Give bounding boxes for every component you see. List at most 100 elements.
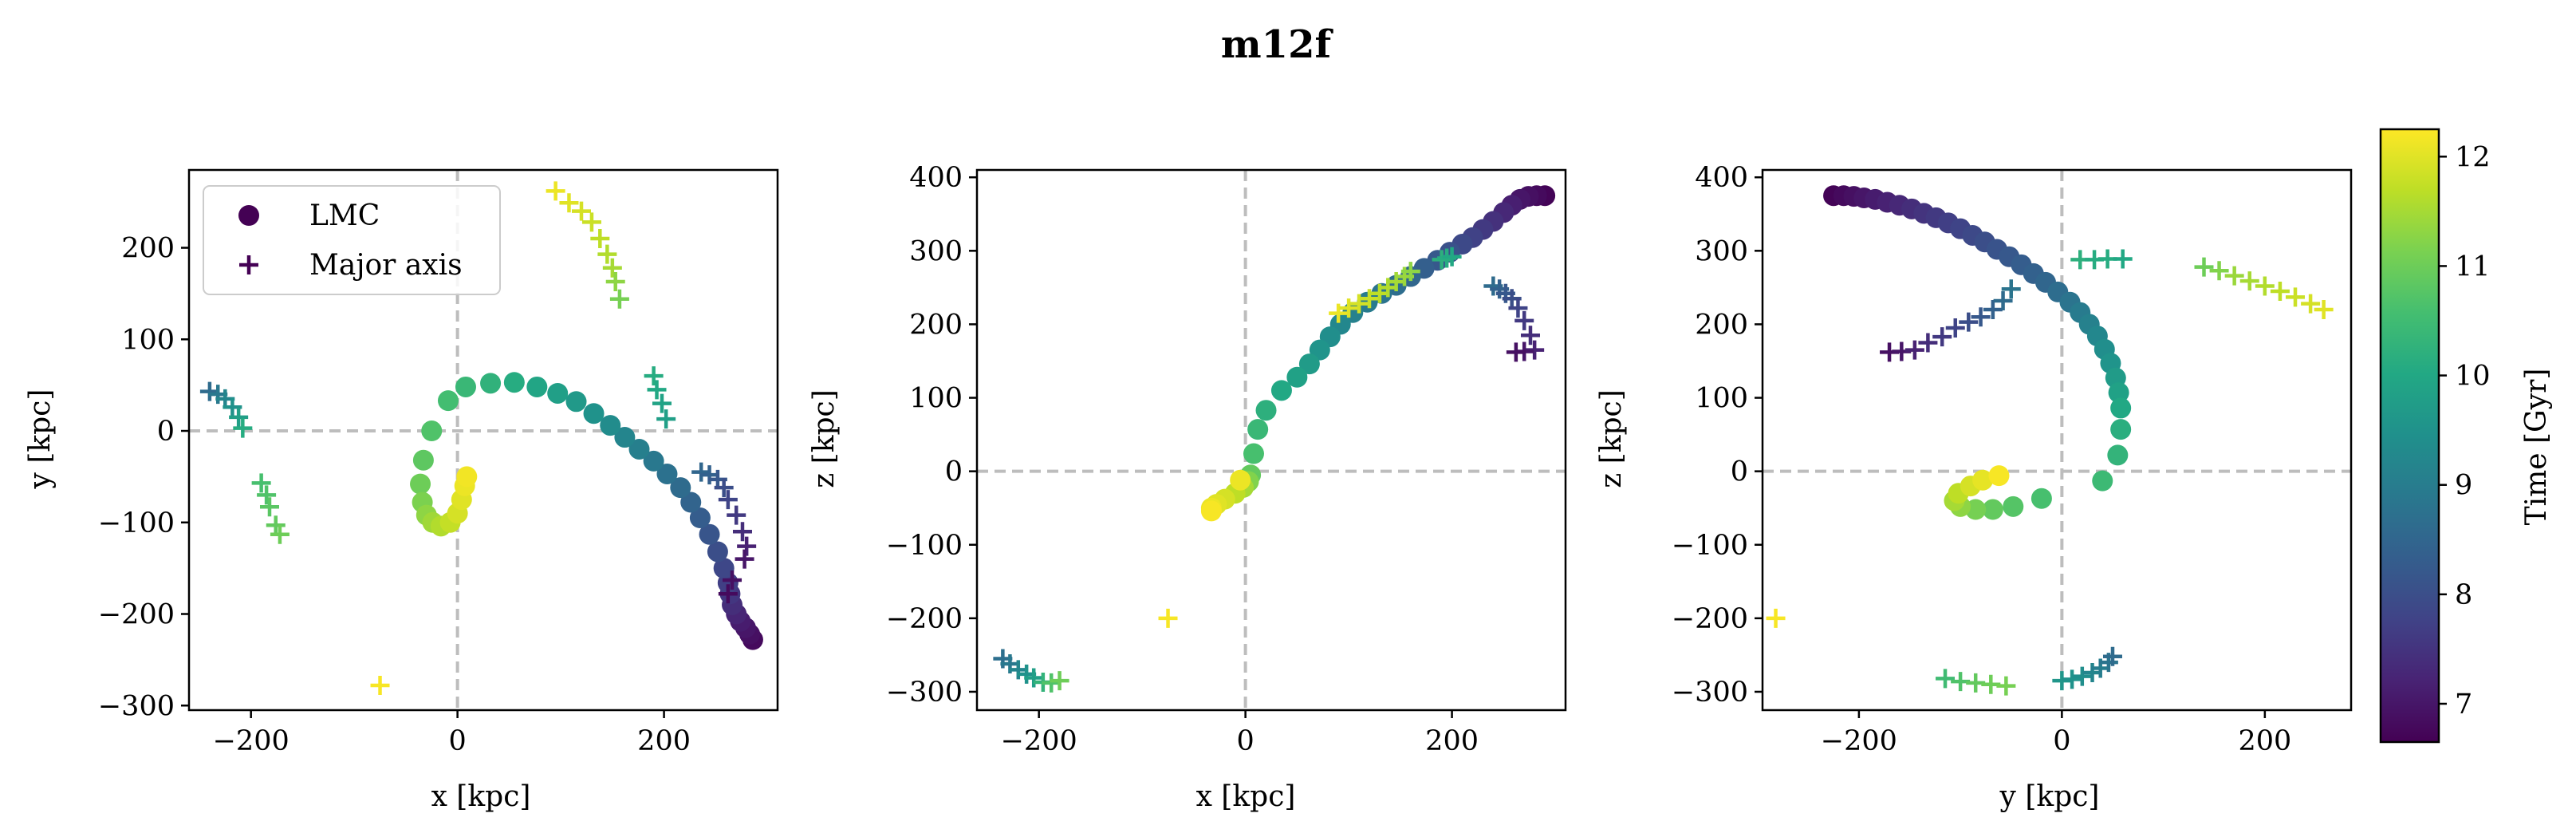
lmc-point bbox=[2110, 397, 2132, 419]
major-axis-point bbox=[1400, 262, 1420, 282]
colorbar-tick-label: 11 bbox=[2455, 251, 2491, 282]
major-axis-point bbox=[2113, 249, 2133, 269]
major-axis-point bbox=[723, 571, 742, 590]
major-axis-point bbox=[1971, 307, 1991, 327]
major-axis-point bbox=[1349, 294, 1369, 314]
major-axis-point bbox=[691, 462, 711, 482]
lmc-point bbox=[410, 473, 431, 495]
lmc-point bbox=[2003, 495, 2024, 517]
major-axis-point bbox=[1514, 310, 1534, 330]
major-axis-point bbox=[2102, 646, 2122, 666]
panel-3-xlabel: y [kpc] bbox=[1999, 780, 2100, 813]
panel-1: x [kpc] y [kpc] −200 0 200 −300 −200 −100 0 100… bbox=[24, 168, 779, 813]
x-tick-label: 200 bbox=[2238, 725, 2291, 757]
lmc-point bbox=[2107, 444, 2129, 466]
y-tick-label: −100 bbox=[886, 530, 963, 562]
major-axis-point bbox=[1508, 298, 1528, 318]
lmc-point bbox=[707, 541, 728, 563]
lmc-point bbox=[689, 507, 711, 529]
lmc-point bbox=[1270, 380, 1292, 401]
lmc-point bbox=[1988, 465, 2010, 487]
y-tick-label: 0 bbox=[945, 456, 963, 488]
colorbar: Time [Gyr] 7 8 9 10 11 12 bbox=[2379, 128, 2553, 744]
colorbar-tick-label: 12 bbox=[2455, 141, 2491, 173]
major-axis-point bbox=[251, 473, 271, 493]
y-tick-label: 300 bbox=[1695, 235, 1748, 267]
major-axis-point bbox=[1360, 289, 1379, 309]
major-axis-point bbox=[732, 522, 752, 542]
x-tick-label: −200 bbox=[1821, 725, 1897, 757]
major-axis-point bbox=[1008, 660, 1028, 680]
x-tick-label: −200 bbox=[213, 725, 290, 757]
legend-marker-major-axis bbox=[239, 255, 258, 274]
major-axis-point bbox=[270, 524, 290, 544]
major-axis-point bbox=[714, 478, 734, 498]
major-axis-point bbox=[572, 201, 591, 221]
y-tick-label: −300 bbox=[886, 677, 963, 709]
major-axis-point bbox=[1959, 312, 1979, 332]
major-axis-point bbox=[1983, 300, 2003, 320]
lmc-point bbox=[526, 376, 548, 397]
major-axis-point bbox=[652, 393, 672, 413]
lmc-point bbox=[643, 450, 664, 472]
lmc-point bbox=[614, 427, 636, 448]
major-axis-point bbox=[2239, 271, 2259, 291]
major-axis-point bbox=[2255, 276, 2275, 296]
lmc-point bbox=[713, 558, 735, 579]
panel-2-ylabel: z [kpc] bbox=[808, 389, 841, 488]
lmc-point bbox=[1286, 366, 1308, 388]
lmc-point bbox=[456, 466, 478, 488]
major-axis-point bbox=[2314, 300, 2334, 320]
major-axis-point bbox=[735, 549, 754, 569]
panel-3: y [kpc] z [kpc] −200 0 200 −300 −200 −100 0 100… bbox=[1595, 162, 2353, 813]
lmc-point bbox=[680, 492, 702, 513]
plot-frame bbox=[1761, 168, 2353, 712]
lmc-point bbox=[1247, 419, 1269, 440]
major-axis-point bbox=[609, 289, 629, 309]
major-axis-point bbox=[727, 505, 746, 525]
x-tick-label: 200 bbox=[637, 725, 691, 757]
lmc-point bbox=[1255, 400, 1277, 421]
lmc-point bbox=[1972, 469, 1994, 491]
major-axis-point bbox=[2062, 669, 2082, 689]
y-tick-label: 100 bbox=[909, 383, 963, 415]
y-tick-label: 200 bbox=[909, 309, 963, 341]
major-axis-point bbox=[737, 536, 757, 556]
x-tick-label: 0 bbox=[448, 725, 466, 757]
major-axis-point bbox=[223, 397, 242, 417]
x-tick-label: −200 bbox=[1001, 725, 1077, 757]
major-axis-point bbox=[1339, 298, 1359, 318]
colorbar-tick-label: 7 bbox=[2455, 689, 2472, 721]
major-axis-point bbox=[647, 380, 667, 400]
colorbar-tick-label: 9 bbox=[2455, 470, 2472, 502]
y-tick-label: 300 bbox=[909, 235, 963, 267]
major-axis-point bbox=[259, 497, 279, 517]
lmc-point bbox=[1982, 499, 2003, 520]
major-axis-point bbox=[2072, 666, 2092, 686]
major-axis-point bbox=[1158, 608, 1178, 628]
major-axis-point bbox=[590, 229, 610, 249]
major-axis-point bbox=[1936, 669, 1956, 689]
lmc-point bbox=[503, 372, 525, 393]
lmc-point bbox=[656, 463, 678, 484]
panel-1-ylabel: y [kpc] bbox=[24, 389, 57, 490]
major-axis-point bbox=[1932, 327, 1952, 347]
legend-marker-lmc bbox=[238, 205, 259, 226]
lmc-point bbox=[583, 403, 605, 424]
major-axis-point bbox=[602, 258, 622, 278]
y-tick-label: 0 bbox=[157, 416, 175, 448]
x-tick-label: 200 bbox=[1425, 725, 1479, 757]
major-axis-point bbox=[559, 193, 579, 213]
major-axis-point bbox=[370, 676, 390, 696]
panel-3-ylabel: z [kpc] bbox=[1595, 389, 1628, 488]
x-tick-label: 0 bbox=[2053, 725, 2070, 757]
lmc-point bbox=[412, 449, 434, 471]
plot-frame bbox=[975, 168, 1567, 712]
lmc-point bbox=[1230, 469, 1251, 491]
major-axis-point bbox=[718, 490, 738, 510]
y-tick-label: −200 bbox=[98, 599, 175, 631]
major-axis-point bbox=[1042, 673, 1062, 693]
lmc-point bbox=[2108, 382, 2129, 404]
lmc-point bbox=[565, 391, 587, 413]
